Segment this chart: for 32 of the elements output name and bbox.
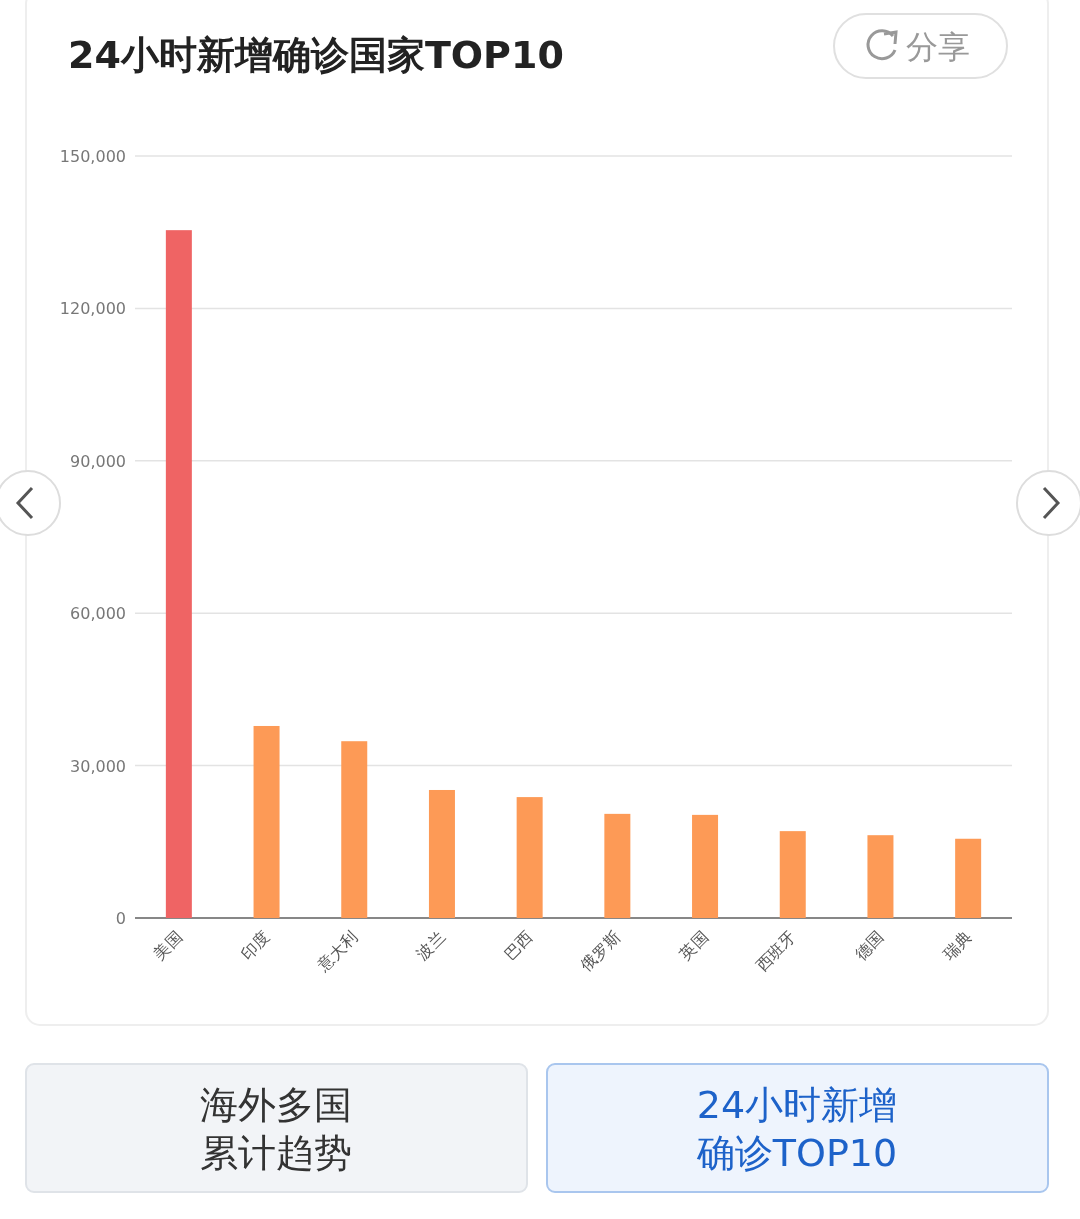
bar: [341, 741, 368, 918]
x-tick-label: 波兰: [412, 927, 449, 964]
bar: [165, 230, 192, 918]
x-tick-label: 意大利: [313, 927, 362, 976]
bar: [779, 831, 806, 918]
bar: [692, 814, 719, 918]
text: 分享: [906, 28, 970, 66]
bar: [604, 813, 631, 918]
y-tick-label: 150,000: [59, 147, 126, 166]
bar: [516, 797, 543, 918]
text: 确诊TOP10: [695, 1131, 898, 1175]
chart-title: 24小时新增确诊国家TOP10: [68, 33, 564, 77]
x-tick-label: 俄罗斯: [576, 927, 625, 975]
x-tick-label: 印度: [237, 927, 274, 964]
x-tick-label: 美国: [149, 927, 186, 964]
x-tick-label: 瑞典: [938, 927, 975, 964]
bar: [955, 838, 982, 918]
x-tick-label: 巴西: [500, 927, 537, 964]
bar: [428, 789, 455, 918]
y-tick-label: 90,000: [70, 451, 126, 471]
y-tick-label: 0: [115, 909, 126, 928]
bar: [253, 725, 280, 918]
x-tick-label: 德国: [851, 927, 888, 964]
bar: [867, 835, 894, 918]
text: 累计趋势: [200, 1131, 352, 1175]
y-tick-label: 120,000: [59, 299, 126, 319]
x-tick-label: 英国: [675, 927, 712, 964]
y-tick-label: 60,000: [70, 604, 126, 624]
y-tick-label: 30,000: [70, 756, 126, 776]
text: 24小时新增: [696, 1083, 898, 1127]
x-tick-label: 西班牙: [752, 927, 800, 975]
text: 海外多国: [200, 1083, 352, 1127]
